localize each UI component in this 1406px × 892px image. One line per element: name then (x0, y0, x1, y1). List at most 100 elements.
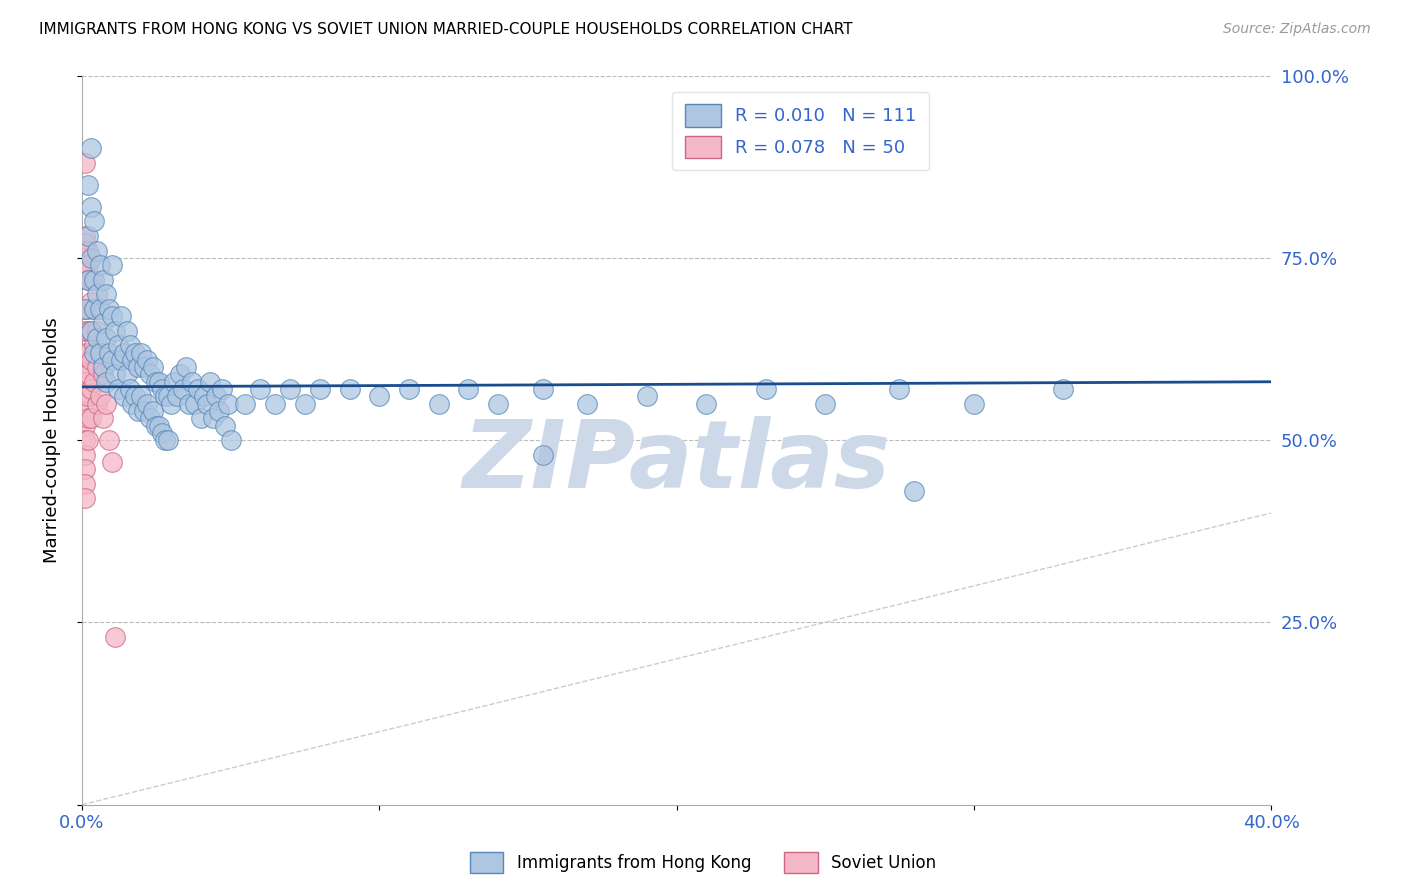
Point (124, 345, 146, 359)
Point (308, 382, 330, 396)
Point (172, 382, 194, 396)
Point (97, 433, 120, 447)
Point (368, 389, 391, 403)
Point (131, 345, 153, 359)
Point (91, 411, 114, 425)
Point (124, 389, 146, 403)
Point (100, 258, 122, 272)
Point (134, 404, 156, 418)
Point (121, 352, 143, 367)
Point (201, 411, 224, 425)
Point (104, 368, 127, 382)
Point (80, 324, 103, 338)
Point (77, 368, 100, 382)
Point (94, 287, 117, 301)
Point (118, 382, 141, 396)
Text: IMMIGRANTS FROM HONG KONG VS SOVIET UNION MARRIED-COUPLE HOUSEHOLDS CORRELATION : IMMIGRANTS FROM HONG KONG VS SOVIET UNIO… (39, 22, 853, 37)
Legend: R = 0.010   N = 111, R = 0.078   N = 50: R = 0.010 N = 111, R = 0.078 N = 50 (672, 92, 929, 170)
Point (695, 397, 717, 411)
Point (80, 352, 103, 367)
Point (145, 418, 167, 433)
Point (89, 258, 111, 272)
Point (235, 397, 257, 411)
Point (169, 368, 191, 382)
Point (193, 389, 215, 403)
Point (104, 324, 127, 338)
Point (86, 287, 108, 301)
Point (80, 324, 103, 338)
Point (83, 375, 105, 389)
Point (77, 178, 100, 192)
Point (150, 425, 173, 440)
Point (145, 375, 167, 389)
Point (112, 345, 135, 359)
Point (294, 397, 316, 411)
Point (457, 382, 479, 396)
Point (73, 476, 96, 491)
Point (83, 338, 105, 352)
Point (91, 273, 114, 287)
Point (80, 382, 103, 396)
Point (89, 345, 111, 359)
Point (204, 389, 226, 403)
Point (73, 258, 96, 272)
Point (97, 345, 120, 359)
Point (107, 382, 129, 396)
Point (77, 301, 100, 316)
Point (755, 382, 778, 396)
Point (86, 244, 108, 258)
Point (73, 156, 96, 170)
Point (89, 345, 111, 359)
Point (100, 455, 122, 469)
Point (77, 411, 100, 425)
Point (148, 418, 170, 433)
Point (73, 404, 96, 418)
Point (398, 382, 420, 396)
Point (80, 273, 103, 287)
Point (89, 301, 111, 316)
Point (166, 389, 188, 403)
Point (73, 462, 96, 476)
Point (181, 375, 204, 389)
Point (174, 360, 197, 375)
Point (73, 244, 96, 258)
Point (142, 404, 165, 418)
Point (80, 411, 103, 425)
Point (139, 411, 162, 425)
Point (73, 324, 96, 338)
Point (73, 265, 96, 279)
Point (89, 389, 111, 403)
Point (157, 389, 180, 403)
Point (150, 382, 173, 396)
Point (121, 397, 143, 411)
Point (73, 389, 96, 403)
Point (91, 368, 114, 382)
Point (100, 309, 122, 323)
Point (77, 324, 100, 338)
Text: ZIPatlas: ZIPatlas (463, 416, 890, 508)
Point (157, 433, 180, 447)
Point (73, 433, 96, 447)
Point (163, 375, 186, 389)
Point (148, 375, 170, 389)
Point (531, 448, 554, 462)
Point (190, 411, 212, 425)
Point (104, 630, 127, 644)
Point (963, 397, 986, 411)
Point (73, 251, 96, 265)
Point (531, 382, 554, 396)
Point (83, 301, 105, 316)
Point (127, 404, 149, 418)
Point (73, 418, 96, 433)
Point (80, 251, 103, 265)
Point (187, 382, 209, 396)
Point (139, 368, 162, 382)
Point (115, 368, 138, 382)
Point (80, 200, 103, 214)
Point (91, 317, 114, 331)
Point (278, 382, 301, 396)
Text: Source: ZipAtlas.com: Source: ZipAtlas.com (1223, 22, 1371, 37)
Point (73, 360, 96, 375)
Point (86, 331, 108, 345)
Point (136, 352, 159, 367)
